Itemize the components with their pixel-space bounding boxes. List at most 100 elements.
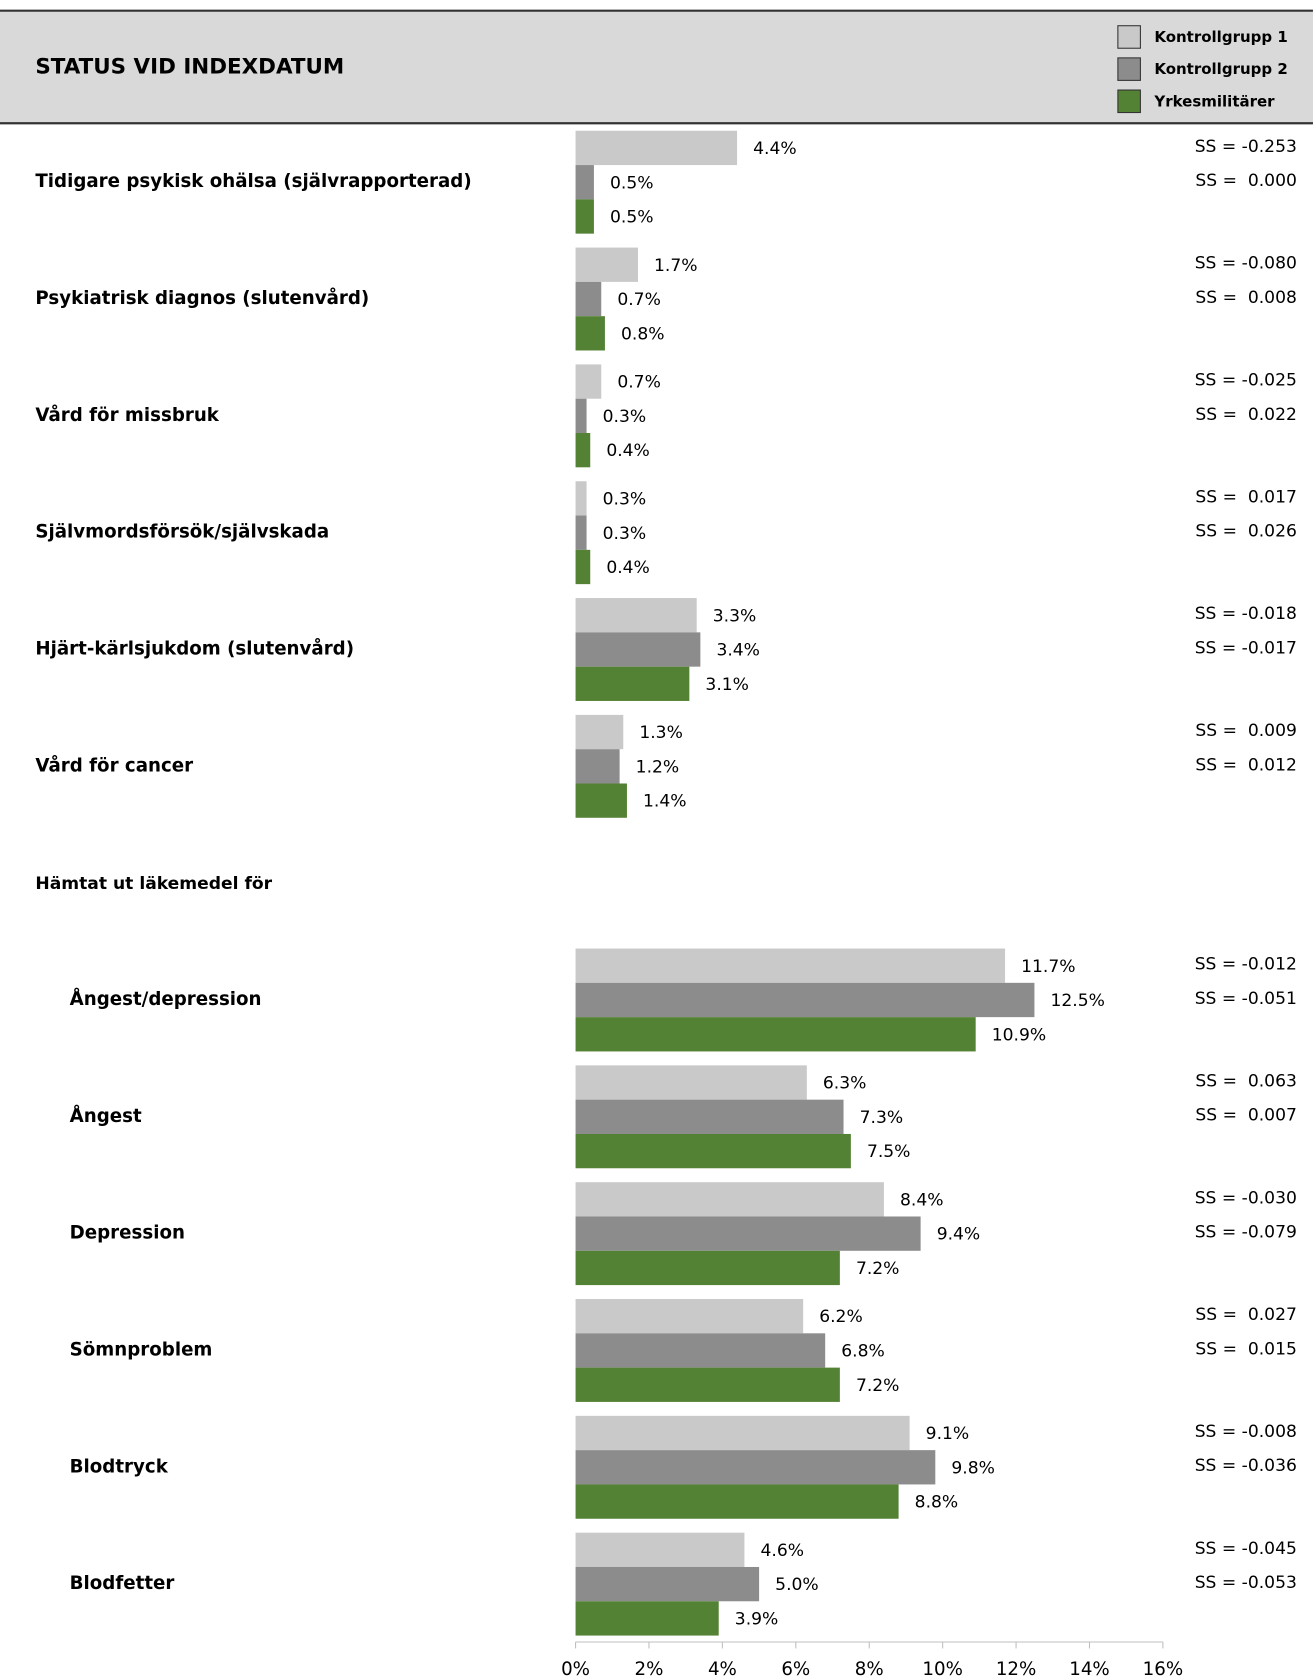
value-label: 1.3% [639,723,683,743]
section-subheading: Hämtat ut läkemedel för [35,874,272,894]
bar [575,247,638,282]
legend-swatch [1117,57,1141,81]
x-tick-label: 10% [922,1659,963,1680]
value-label: 12.5% [1050,991,1104,1011]
bar [575,948,1006,983]
legend-label: Kontrollgrupp 2 [1154,60,1287,78]
legend-swatch [1117,89,1141,114]
bar [575,1216,921,1251]
header-band [0,10,1313,124]
category-label: Psykiatrisk diagnos (slutenvård) [35,287,369,309]
ss-annotation: SS = -0.053 [1195,1573,1297,1593]
ss-annotation: SS = 0.008 [1195,288,1296,308]
ss-annotation: SS = -0.051 [1195,989,1297,1009]
ss-annotation: SS = -0.018 [1195,604,1297,624]
category-label: Vård för missbruk [35,404,219,426]
bar [575,1299,804,1334]
bar [575,130,738,166]
bar [575,1415,910,1451]
x-tick-label: 2% [635,1659,664,1680]
bar [575,398,587,434]
bar [575,1017,976,1052]
ss-annotation: SS = -0.030 [1195,1188,1297,1208]
value-label: 10.9% [992,1025,1046,1045]
category-label: Ångest/depression [70,987,262,1010]
ss-annotation: SS = -0.012 [1195,955,1297,975]
bar [575,1099,844,1134]
value-label: 11.7% [1021,957,1075,977]
ss-annotation: SS = 0.026 [1195,522,1296,542]
category-label: Självmordsförsök/självskada [35,522,329,543]
ss-annotation: SS = 0.027 [1195,1305,1296,1325]
x-tick-label: 6% [781,1659,810,1680]
bar [575,632,701,667]
bar [575,666,690,701]
value-label: 7.5% [867,1142,911,1162]
bar [575,199,594,234]
ss-annotation: SS = 0.000 [1195,171,1296,191]
value-label: 5.0% [775,1575,819,1595]
bar [575,749,620,784]
value-label: 3.3% [713,606,757,626]
value-label: 6.3% [823,1074,867,1094]
x-tick-label: 12% [996,1659,1037,1680]
ss-annotation: SS = 0.022 [1195,405,1296,425]
value-label: 8.8% [915,1493,959,1513]
value-label: 0.7% [617,373,661,393]
value-label: 0.7% [617,290,661,310]
x-tick-label: 0% [561,1659,590,1680]
ss-annotation: SS = -0.080 [1195,254,1297,274]
value-label: 3.9% [735,1609,779,1629]
chart-body: STATUS VID INDEXDATUM Kontrollgrupp 1 Kon… [0,9,1313,1680]
ss-annotation: SS = 0.063 [1195,1071,1296,1091]
category-label: Blodfetter [70,1573,175,1594]
bar [575,549,591,585]
bar [575,1065,807,1100]
ss-annotation: SS = -0.017 [1195,638,1297,658]
bar [575,515,587,550]
value-label: 3.4% [716,641,760,661]
bar [575,481,587,516]
bar [575,714,624,750]
ss-annotation: SS = 0.009 [1195,721,1296,741]
legend-swatch [1117,25,1141,49]
bar [575,281,602,317]
value-label: 4.4% [753,139,797,159]
ss-annotation: SS = -0.045 [1195,1539,1297,1559]
category-label: Vård för cancer [35,754,193,776]
x-tick-label: 8% [855,1659,884,1680]
ss-annotation: SS = -0.079 [1195,1223,1297,1243]
value-label: 1.2% [636,757,680,777]
value-label: 0.4% [606,558,650,578]
value-label: 0.8% [621,324,665,344]
value-label: 4.6% [760,1541,804,1561]
bar [575,598,697,633]
x-tick-label: 14% [1069,1659,1110,1680]
value-label: 7.2% [856,1376,900,1396]
ss-annotation: SS = -0.036 [1195,1456,1297,1476]
x-tick-label: 16% [1143,1659,1184,1680]
value-label: 9.4% [937,1225,981,1245]
x-tick-label: 4% [708,1659,737,1680]
category-label: Tidigare psykisk ohälsa (självrapportera… [35,171,471,192]
ss-annotation: SS = -0.253 [1195,137,1297,157]
bar [575,1450,936,1485]
ss-annotation: SS = -0.008 [1195,1422,1297,1442]
ss-annotation: SS = 0.012 [1195,755,1296,775]
ss-annotation: SS = 0.007 [1195,1106,1296,1126]
value-label: 7.3% [860,1108,904,1128]
value-label: 0.5% [610,208,654,228]
bar [575,1566,760,1602]
value-label: 3.1% [705,675,749,695]
value-label: 0.3% [603,407,647,427]
value-label: 7.2% [856,1259,900,1279]
category-label: Ångest [70,1104,142,1127]
bar [575,1133,851,1169]
bar [575,1333,826,1368]
category-label: Blodtryck [70,1456,169,1477]
bar [575,433,591,468]
ss-annotation: SS = -0.025 [1195,370,1297,390]
value-label: 0.3% [603,489,647,509]
bar [575,783,627,818]
